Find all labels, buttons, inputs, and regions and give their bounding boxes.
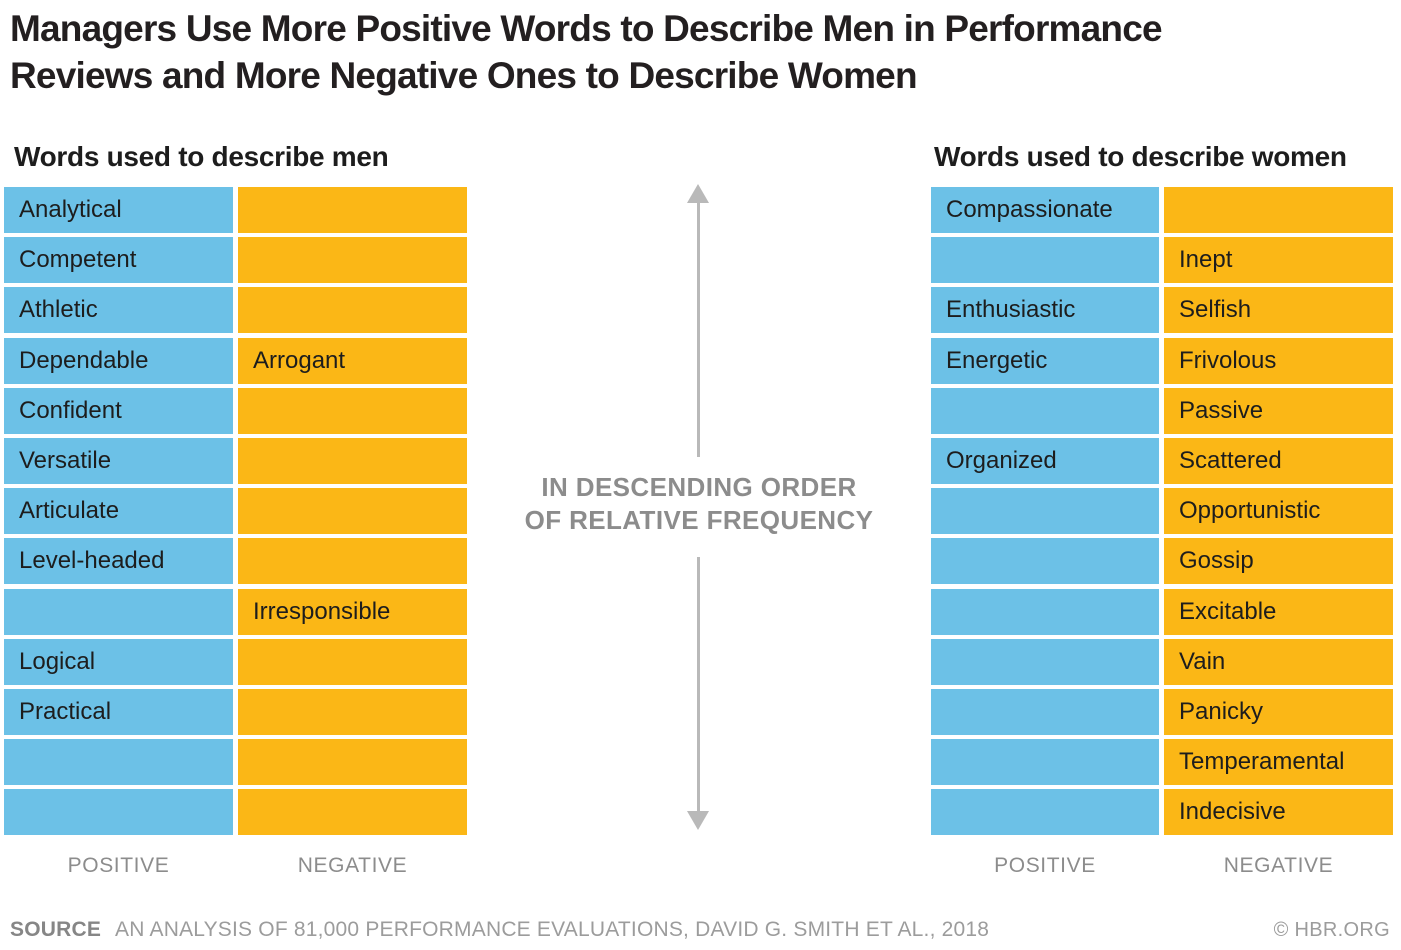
arrow-line-top xyxy=(697,202,700,457)
source-text: AN ANALYSIS OF 81,000 PERFORMANCE EVALUA… xyxy=(115,918,990,941)
negative-word-cell xyxy=(238,387,467,434)
women-negative-label: NEGATIVE xyxy=(1223,854,1334,877)
negative-word-cell: Arrogant xyxy=(238,337,467,384)
positive-word-cell: Competent xyxy=(4,237,233,284)
negative-word-cell: Excitable xyxy=(1164,588,1393,635)
men-table-header: Words used to describe men xyxy=(14,141,389,172)
positive-word-cell: Compassionate xyxy=(931,187,1159,233)
negative-word-cell xyxy=(238,237,467,284)
negative-word-cell xyxy=(238,638,467,685)
chart-title: Managers Use More Positive Words to Desc… xyxy=(10,5,1163,99)
negative-word-cell: Opportunistic xyxy=(1164,488,1393,535)
arrow-line-bottom xyxy=(697,557,700,812)
positive-word-cell xyxy=(4,588,233,635)
positive-word-cell: Confident xyxy=(4,387,233,434)
frequency-order-note-line1: IN DESCENDING ORDER xyxy=(541,472,857,502)
negative-word-cell xyxy=(238,688,467,735)
frequency-order-note: IN DESCENDING ORDER OF RELATIVE FREQUENC… xyxy=(467,471,931,537)
positive-word-cell: Versatile xyxy=(4,437,233,484)
positive-word-cell: Articulate xyxy=(4,488,233,535)
positive-word-cell xyxy=(931,688,1159,735)
positive-word-cell: Dependable xyxy=(4,337,233,384)
positive-word-cell xyxy=(931,538,1159,585)
arrow-up-icon xyxy=(687,184,709,203)
men-axis-labels: POSITIVE NEGATIVE xyxy=(4,854,467,878)
negative-word-cell xyxy=(238,739,467,786)
positive-word-cell xyxy=(931,638,1159,685)
positive-word-cell xyxy=(931,488,1159,535)
men-words-table: Analytical Competent Athletic Dependable Arr… xyxy=(4,187,467,836)
hbr-credit: © HBR.ORG xyxy=(1273,919,1390,941)
women-positive-label: POSITIVE xyxy=(994,854,1096,877)
women-table-header: Words used to describe women xyxy=(934,141,1347,172)
positive-word-cell xyxy=(931,588,1159,635)
positive-word-cell xyxy=(931,237,1159,284)
men-negative-label: NEGATIVE xyxy=(297,854,408,877)
negative-word-cell: Panicky xyxy=(1164,688,1393,735)
positive-word-cell: Enthusiastic xyxy=(931,287,1159,334)
negative-word-cell: Indecisive xyxy=(1164,789,1393,836)
positive-word-cell: Practical xyxy=(4,688,233,735)
positive-word-cell xyxy=(4,739,233,786)
negative-word-cell: Selfish xyxy=(1164,287,1393,334)
negative-word-cell: Scattered xyxy=(1164,437,1393,484)
positive-word-cell: Organized xyxy=(931,437,1159,484)
positive-word-cell: Logical xyxy=(4,638,233,685)
negative-word-cell: Inept xyxy=(1164,237,1393,284)
chart-title-line1: Managers Use More Positive Words to Desc… xyxy=(10,8,1163,49)
positive-word-cell xyxy=(931,789,1159,836)
positive-word-cell xyxy=(931,387,1159,434)
negative-word-cell: Frivolous xyxy=(1164,337,1393,384)
negative-word-cell xyxy=(238,187,467,233)
positive-word-cell: Level-headed xyxy=(4,538,233,585)
positive-word-cell xyxy=(4,789,233,836)
negative-word-cell xyxy=(238,437,467,484)
negative-word-cell xyxy=(1164,187,1393,233)
women-words-table: Compassionate Inept Enthusiastic Selfish Ene… xyxy=(931,187,1393,836)
frequency-order-note-line2: OF RELATIVE FREQUENCY xyxy=(524,505,874,535)
negative-word-cell xyxy=(238,538,467,585)
negative-word-cell: Passive xyxy=(1164,387,1393,434)
negative-word-cell: Vain xyxy=(1164,638,1393,685)
arrow-down-icon xyxy=(687,811,709,830)
chart-title-line2: Reviews and More Negative Ones to Descri… xyxy=(10,55,918,96)
positive-word-cell: Analytical xyxy=(4,187,233,233)
negative-word-cell: Gossip xyxy=(1164,538,1393,585)
negative-word-cell xyxy=(238,789,467,836)
positive-word-cell: Athletic xyxy=(4,287,233,334)
women-axis-labels: POSITIVE NEGATIVE xyxy=(931,854,1393,878)
source-line: SOURCE AN ANALYSIS OF 81,000 PERFORMANCE … xyxy=(10,918,989,942)
source-label: SOURCE xyxy=(10,918,102,941)
positive-word-cell: Energetic xyxy=(931,337,1159,384)
men-positive-label: POSITIVE xyxy=(67,854,170,877)
positive-word-cell xyxy=(931,739,1159,786)
footer: SOURCE AN ANALYSIS OF 81,000 PERFORMANCE … xyxy=(10,918,1390,942)
negative-word-cell: Irresponsible xyxy=(238,588,467,635)
negative-word-cell xyxy=(238,287,467,334)
negative-word-cell xyxy=(238,488,467,535)
negative-word-cell: Temperamental xyxy=(1164,739,1393,786)
